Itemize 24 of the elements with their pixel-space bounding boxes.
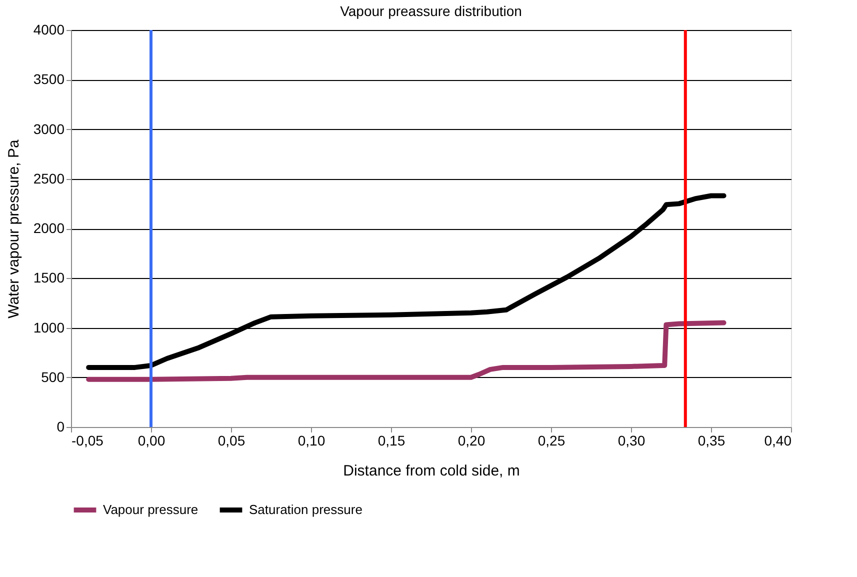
chart-title: Vapour preassure distribution — [340, 3, 522, 19]
y-tick-label: 2500 — [33, 170, 65, 186]
x-tick-label: 0,00 — [138, 432, 166, 448]
y-axis-title: Water vapour pressure, Pa — [5, 139, 22, 318]
y-tick-label: 1000 — [33, 319, 65, 336]
x-axis-title: Distance from cold side, m — [343, 462, 520, 480]
y-tick-label: 3500 — [33, 71, 65, 88]
y-tick-label: 0 — [56, 418, 65, 434]
x-tick-label: 0,25 — [538, 432, 566, 448]
x-tick-label: 0,10 — [298, 432, 326, 448]
y-tick-label: 1500 — [33, 270, 65, 286]
x-tick-label: 0,05 — [218, 432, 246, 448]
x-tick-label: 0,15 — [378, 432, 406, 448]
y-tick-label: 3000 — [33, 120, 65, 137]
legend-label: Saturation pressure — [249, 502, 362, 517]
y-tick-label: 2000 — [33, 220, 65, 236]
x-tick-label: -0,05 — [72, 432, 104, 448]
x-tick-label: 0,20 — [458, 432, 486, 448]
x-tick-label: 0,30 — [618, 432, 646, 448]
legend-label: Vapour pressure — [103, 502, 198, 517]
y-tick-label: 4000 — [33, 22, 65, 38]
x-tick-label: 0,35 — [698, 432, 726, 448]
y-tick-label: 500 — [41, 368, 65, 385]
x-tick-label: 0,40 — [764, 432, 792, 448]
